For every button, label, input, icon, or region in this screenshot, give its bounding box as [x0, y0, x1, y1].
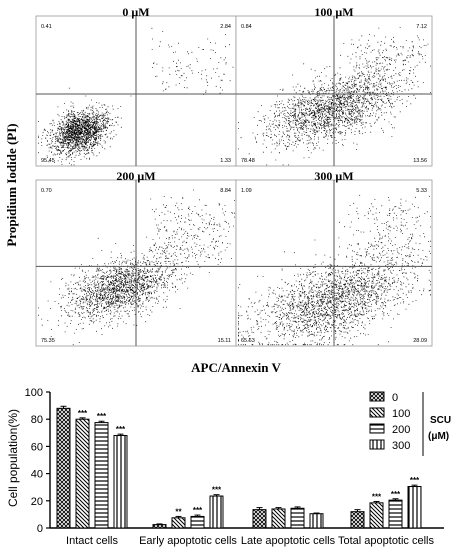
x-category-label: Total apoptotic cells — [338, 535, 434, 547]
bar — [388, 499, 403, 529]
y-tick-label: 0 — [37, 523, 43, 535]
flow-panel-2: 0.70 8.84 75.35 15.11 200 μM — [35, 169, 237, 347]
quadrant-value-ur: 2.84 — [220, 24, 231, 30]
bar — [171, 517, 186, 529]
quadrant-value-ur: 5.33 — [416, 188, 427, 194]
significance-marker: *** — [372, 492, 382, 501]
bar-group-0: *** *** *** Intact cells — [56, 405, 128, 547]
quadrant-value-ur: 7.12 — [416, 24, 427, 30]
y-tick-label: 100 — [25, 387, 43, 399]
quadrant-value-lr: 28.09 — [413, 338, 427, 344]
bar — [56, 407, 71, 529]
significance-marker: *** — [116, 425, 126, 434]
bar — [94, 422, 109, 529]
bar — [407, 486, 422, 529]
significance-marker: *** — [410, 476, 420, 485]
flow-panel-title: 100 μM — [314, 5, 353, 19]
bar — [290, 507, 305, 529]
significance-marker: *** — [97, 412, 107, 421]
significance-marker: *** — [212, 486, 222, 495]
bar-chart: Cell population(%) SCU (μM) 0 20 40 60 80 100… — [6, 387, 451, 547]
bar — [369, 502, 384, 529]
bar — [271, 508, 286, 529]
bar — [252, 509, 267, 529]
bar-ylabel: Cell population(%) — [6, 409, 20, 507]
legend: 0 100 200 300 — [369, 391, 424, 456]
quadrant-value-ll: 78.48 — [241, 158, 255, 164]
bar-group-2: Late apoptotic cells — [241, 506, 336, 547]
significance-marker: ** — [175, 507, 182, 516]
legend-group-label-2: (μM) — [428, 431, 449, 442]
bar — [152, 524, 167, 529]
quadrant-value-lr: 15.11 — [218, 338, 231, 344]
y-tick-label: 40 — [31, 469, 43, 481]
legend-swatch — [369, 439, 385, 450]
bar — [209, 495, 224, 529]
legend-label: 300 — [392, 440, 410, 452]
flow-panel-title: 0 μM — [122, 5, 149, 19]
bar — [113, 435, 128, 529]
significance-marker: *** — [78, 409, 88, 418]
legend-label: 100 — [392, 408, 410, 420]
y-tick-label: 60 — [31, 441, 43, 453]
legend-group-label-1: SCU — [430, 415, 451, 426]
flow-xlabel: APC/Annexin V — [191, 360, 281, 375]
flow-panel-1: 0.84 7.12 78.48 13.56 100 μM — [235, 5, 433, 167]
x-category-label: Early apoptotic cells — [139, 535, 237, 547]
legend-label: 200 — [392, 424, 410, 436]
quadrant-value-ur: 8.84 — [220, 188, 231, 194]
bar-group-1: ** ******Early apoptotic cells — [139, 486, 237, 547]
quadrant-value-ll: 65.63 — [241, 338, 255, 344]
flow-panel-3: 1.09 5.33 65.63 28.09 300 μM — [235, 169, 433, 347]
quadrant-value-ul: 1.09 — [241, 188, 252, 194]
quadrant-value-ul: 0.70 — [41, 188, 52, 194]
quadrant-value-ul: 0.84 — [241, 24, 252, 30]
bar — [309, 513, 324, 529]
legend-swatch — [369, 391, 385, 402]
bar — [75, 418, 90, 529]
flow-panel-0: 0.41 2.84 95.45 1.33 0 μM — [35, 5, 237, 167]
y-tick-label: 20 — [31, 496, 43, 508]
flow-panel-title: 300 μM — [314, 169, 353, 183]
quadrant-value-lr: 1.33 — [220, 158, 231, 164]
quadrant-value-ul: 0.41 — [41, 24, 52, 30]
quadrant-value-lr: 13.56 — [413, 158, 427, 164]
quadrant-value-ll: 95.45 — [41, 158, 55, 164]
x-category-label: Intact cells — [66, 535, 118, 547]
flow-cytometry-panels: Propidium Iodide (PI) APC/Annexin V 0.41… — [4, 5, 433, 375]
bar-group-3: *** *** *** Total apoptotic cells — [338, 476, 434, 547]
significance-marker: *** — [391, 490, 401, 499]
bar — [350, 511, 365, 529]
bar — [190, 515, 205, 529]
legend-swatch — [369, 407, 385, 418]
x-category-label: Late apoptotic cells — [241, 535, 336, 547]
flow-ylabel: Propidium Iodide (PI) — [4, 123, 19, 246]
y-tick-label: 80 — [31, 414, 43, 426]
significance-marker: *** — [193, 506, 203, 515]
flow-panel-title: 200 μM — [116, 169, 155, 183]
legend-swatch — [369, 423, 385, 434]
quadrant-value-ll: 75.35 — [41, 338, 55, 344]
legend-label: 0 — [392, 392, 398, 404]
